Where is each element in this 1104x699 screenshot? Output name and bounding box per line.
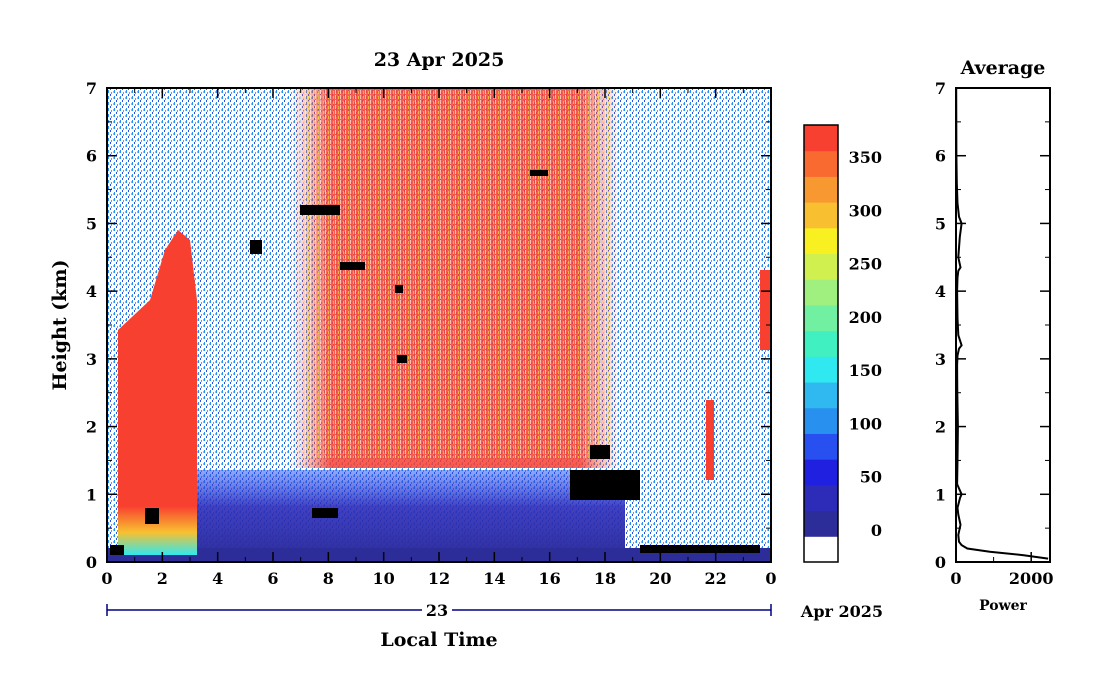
colorbar-swatch [804,484,838,512]
avg-y-tick-label: 0 [935,553,946,572]
colorbar-swatch [804,176,838,203]
avg-x-tick-label: 0 [950,569,961,588]
x-axis-ticks: 0 2 4 6 8 10 12 14 16 18 20 22 0 [101,88,777,588]
average-y-ticks: 0 1 2 3 4 5 6 7 [935,79,1050,572]
colorbar-swatch [804,356,838,383]
average-panel: 0 2000 0 1 2 3 4 5 6 7 Average Power [935,57,1054,614]
x-tick-label: 10 [373,569,395,588]
colorbar-swatch [804,536,838,563]
avg-y-tick-label: 5 [935,214,946,233]
colorbar: 0 50 100 150 200 250 300 350 [803,124,882,563]
colorbar-swatch [804,150,838,177]
colorbar-swatch [804,304,838,332]
colorbar-swatch [804,227,838,255]
colorbar-tick-label: 200 [849,308,882,327]
colorbar-swatch [804,407,838,434]
x-axis-label: Local Time [380,629,497,651]
y-tick-label: 7 [86,79,97,98]
x-tick-label: 22 [705,569,727,588]
colorbar-swatch [804,459,838,486]
colorbar-swatch [804,330,838,357]
cloud-specks [110,170,760,555]
colorbar-tick-label: 150 [849,361,882,380]
average-x-label: Power [979,598,1027,614]
avg-y-tick-label: 6 [935,147,946,166]
x-tick-label: 18 [594,569,616,588]
average-frame [955,87,1051,563]
avg-y-tick-label: 4 [935,282,946,301]
chart-title: 23 Apr 2025 [374,49,505,71]
colorbar-swatch [804,253,838,280]
late-red-column [706,400,714,480]
date-bar-month-year: Apr 2025 [800,602,883,621]
y-axis-label: Height (km) [49,260,71,391]
colorbar-swatch [804,382,838,409]
daytime-red-texture [300,88,610,458]
y-tick-label: 2 [86,418,97,437]
average-x-ticks: 0 2000 [950,552,1053,588]
x-tick-label: 16 [539,569,561,588]
colorbar-swatches [804,125,838,563]
avg-y-tick-label: 2 [935,418,946,437]
colorbar-frame [803,124,839,563]
average-power-line [955,87,1049,560]
x-tick-label: 8 [323,569,334,588]
y-tick-label: 1 [86,485,97,504]
x-tick-label: 4 [212,569,223,588]
x-tick-label: 6 [267,569,278,588]
colorbar-tick-label: 250 [849,255,882,274]
x-tick-label: 0 [101,569,112,588]
y-tick-label: 6 [86,147,97,166]
avg-x-tick-label: 2000 [1009,569,1054,588]
date-bar-day: 23 [426,601,448,620]
boundary-layer [195,470,625,562]
late-red-column [760,270,770,350]
y-tick-label: 4 [86,282,97,301]
colorbar-swatch [804,125,838,152]
colorbar-tick-label: 0 [871,521,882,540]
colorbar-swatch [804,279,838,306]
y-axis-ticks: 0 1 2 3 4 5 6 7 [86,79,771,572]
colorbar-swatch [804,202,838,229]
y-tick-label: 3 [86,350,97,369]
date-bar-label-bg [422,600,452,620]
avg-y-tick-label: 1 [935,485,946,504]
colorbar-tick-label: 100 [849,414,882,433]
date-bar: 23 Apr 2025 [106,600,883,621]
x-tick-label: 14 [483,569,505,588]
y-tick-label: 0 [86,553,97,572]
early-cloud-region [118,230,197,555]
average-title: Average [960,57,1046,79]
colorbar-tick-label: 50 [860,468,882,487]
colorbar-labels: 0 50 100 150 200 250 300 350 [849,148,882,540]
colorbar-swatch [804,510,838,537]
colorbar-tick-label: 300 [849,201,882,220]
colorbar-swatch [804,433,838,460]
colorbar-tick-label: 350 [849,148,882,167]
x-tick-label: 12 [428,569,450,588]
x-tick-label: 0 [765,569,776,588]
y-tick-label: 5 [86,214,97,233]
x-tick-label: 2 [157,569,168,588]
x-tick-label: 20 [649,569,671,588]
avg-y-tick-label: 7 [935,79,946,98]
avg-y-tick-label: 3 [935,350,946,369]
